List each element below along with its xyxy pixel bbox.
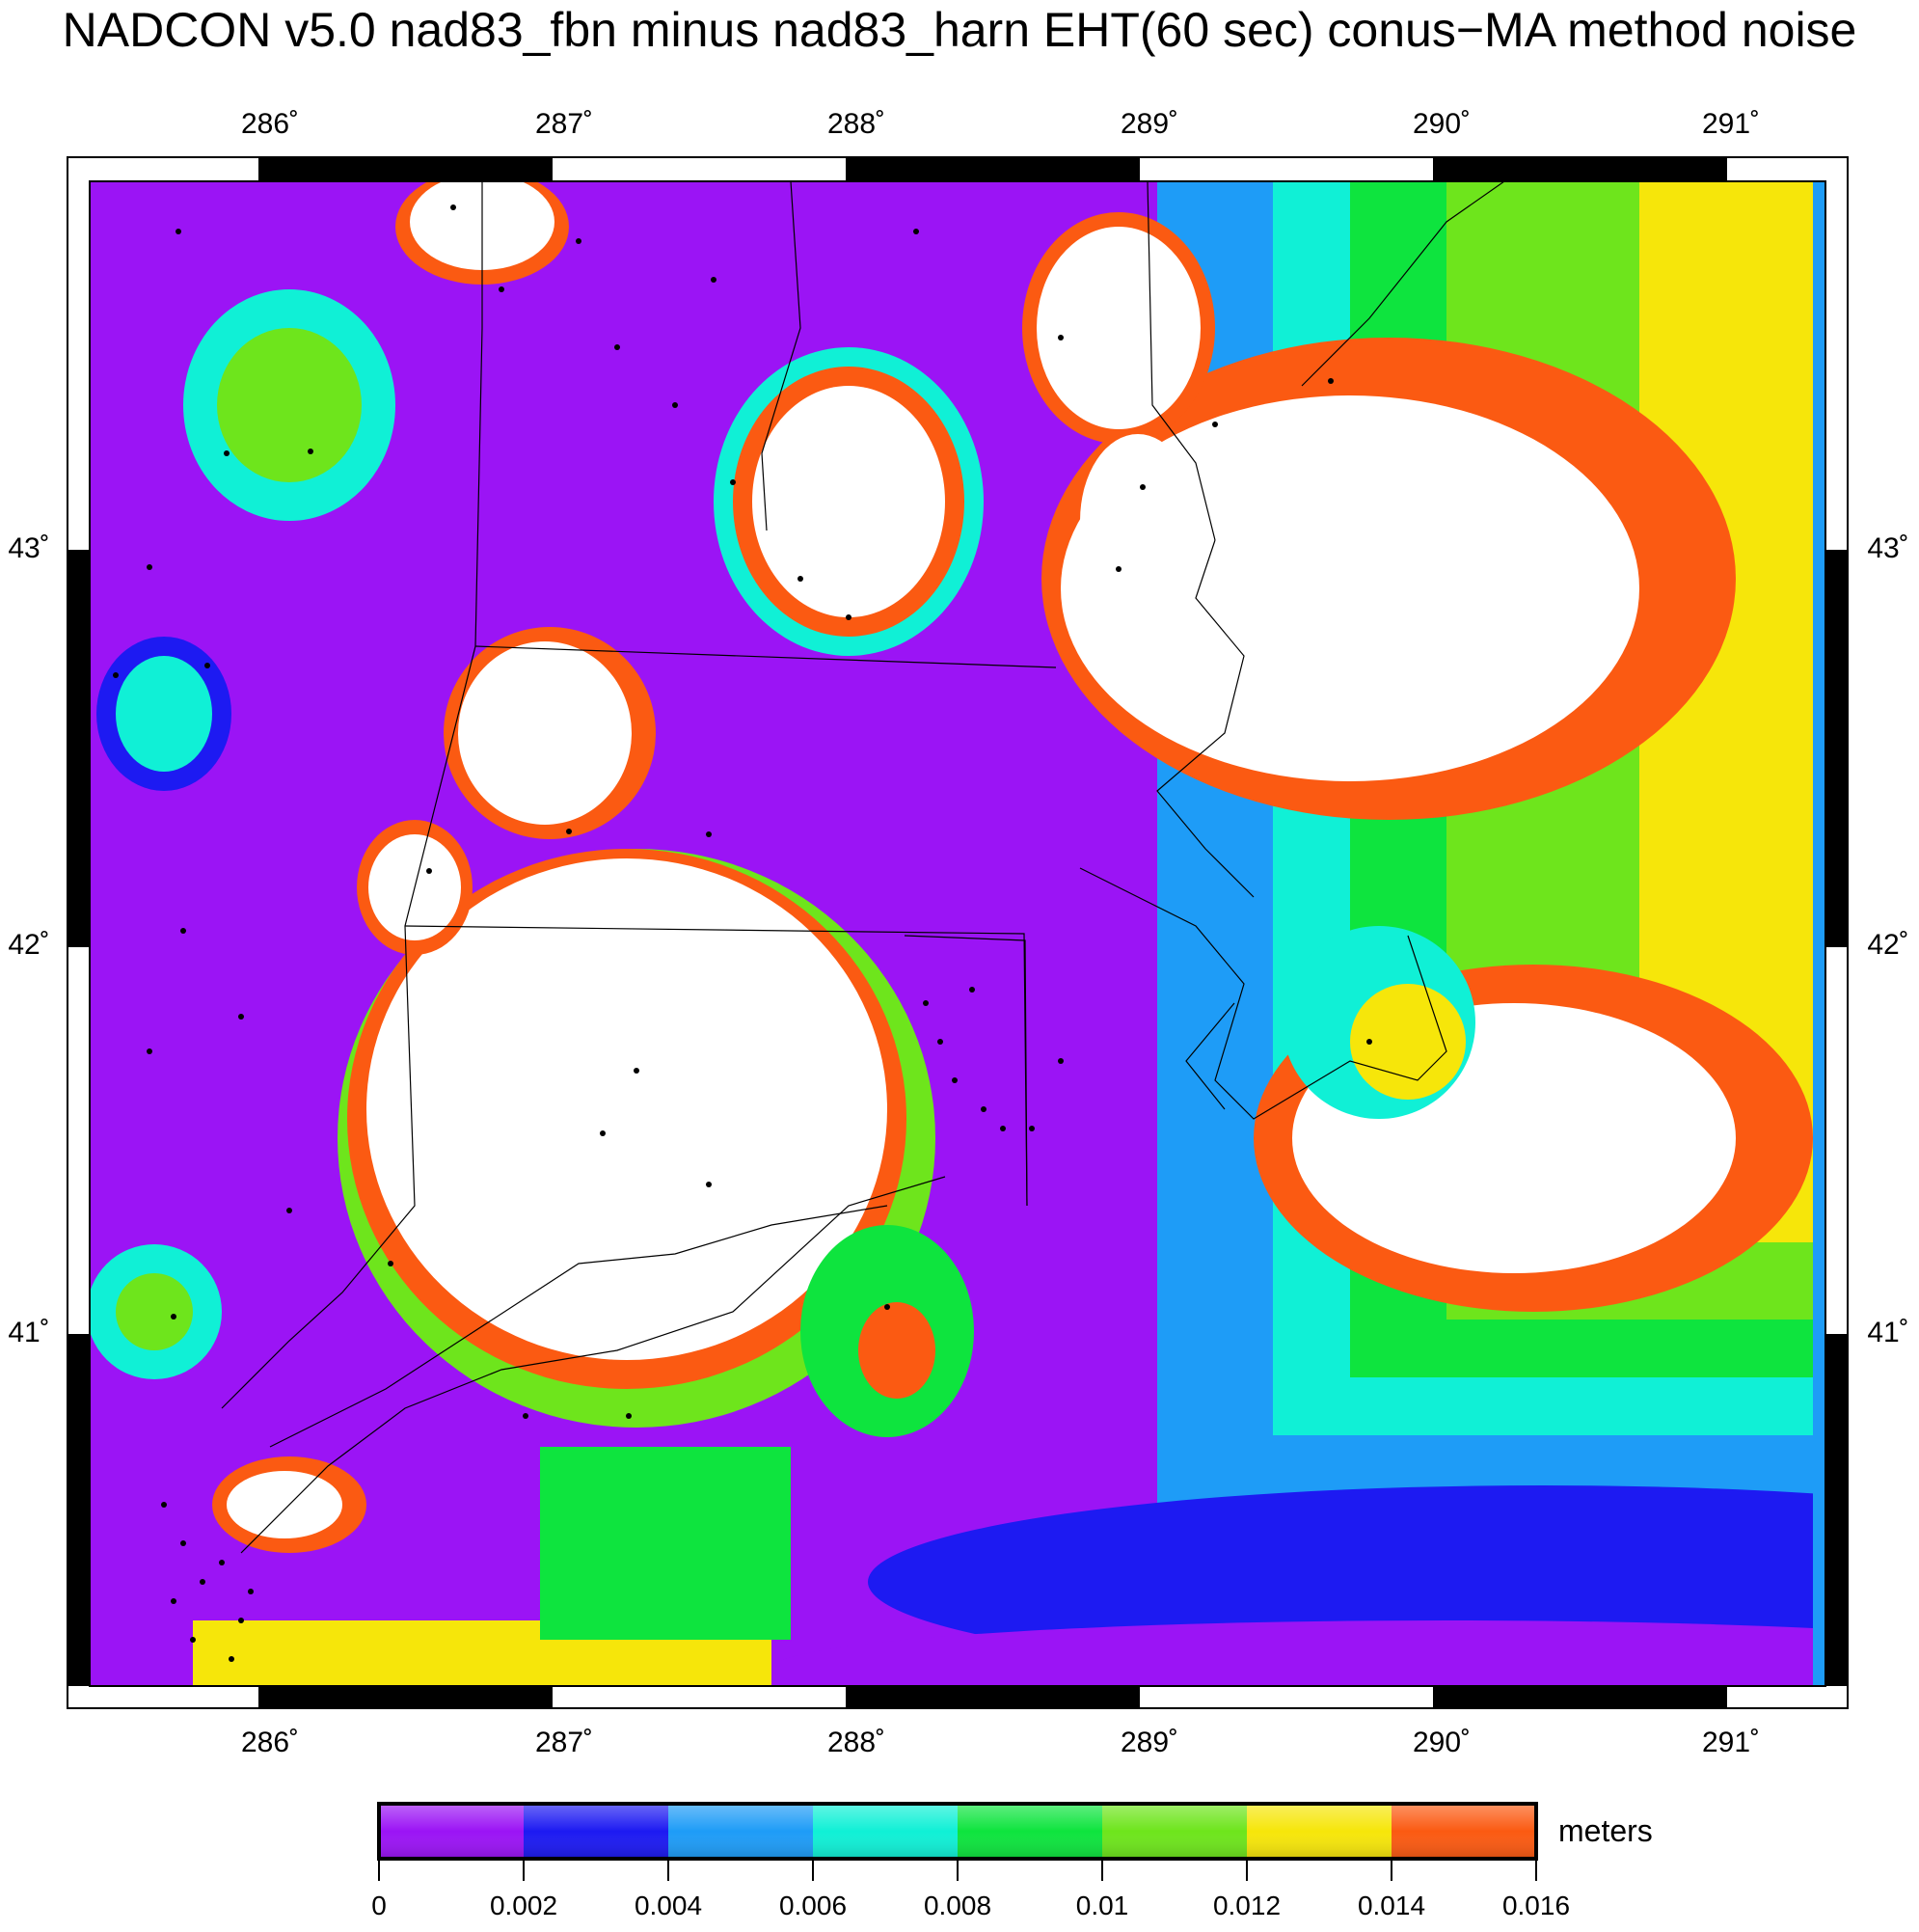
lon-tick-label: 289˚: [1120, 1727, 1179, 1758]
lat-tick-label: 41˚: [1867, 1317, 1909, 1348]
lat-tick-label: 43˚: [8, 532, 50, 564]
lon-tick-label: 291˚: [1701, 1727, 1761, 1758]
colorbar-tick-label: 0.01: [1075, 1891, 1129, 1920]
lon-tick-label: 286˚: [240, 1727, 300, 1758]
colorbar-tick-label: 0.008: [923, 1891, 992, 1920]
lon-tick-label: 288˚: [826, 108, 886, 140]
lon-tick-label: 288˚: [826, 1727, 886, 1758]
lat-tick-label: 42˚: [8, 929, 50, 961]
lon-tick-label: 291˚: [1701, 108, 1761, 140]
lon-tick-label: 286˚: [240, 108, 300, 140]
colorbar-unit-label: meters: [1558, 1813, 1653, 1848]
lon-tick-label: 289˚: [1120, 108, 1179, 140]
colorbar-tick-label: 0.006: [778, 1891, 848, 1920]
lon-tick-label: 290˚: [1412, 1727, 1472, 1758]
lat-tick-label: 41˚: [8, 1317, 50, 1348]
colorbar-tick-label: 0.016: [1501, 1891, 1571, 1920]
colorbar-tick-label: 0.004: [634, 1891, 703, 1920]
lat-tick-label: 43˚: [1867, 532, 1909, 564]
colorbar: [377, 1802, 1538, 1881]
colorbar-tick-label: 0.002: [489, 1891, 558, 1920]
station-dots: [113, 204, 1372, 1662]
lon-tick-label: 287˚: [534, 108, 594, 140]
lon-tick-label: 287˚: [534, 1727, 594, 1758]
colorbar-tick-label: 0.014: [1357, 1891, 1426, 1920]
colorbar-tick-label: 0.012: [1212, 1891, 1282, 1920]
lat-tick-label: 42˚: [1867, 929, 1909, 961]
boundary-lines: [221, 181, 1505, 1554]
map-title: NADCON v5.0 nad83_fbn minus nad83_harn E…: [62, 3, 1857, 57]
map-frame: [67, 156, 1849, 1709]
lon-tick-label: 290˚: [1412, 108, 1472, 140]
colorbar-tick-label: 0: [371, 1891, 387, 1920]
noise-field: [90, 181, 1825, 1686]
